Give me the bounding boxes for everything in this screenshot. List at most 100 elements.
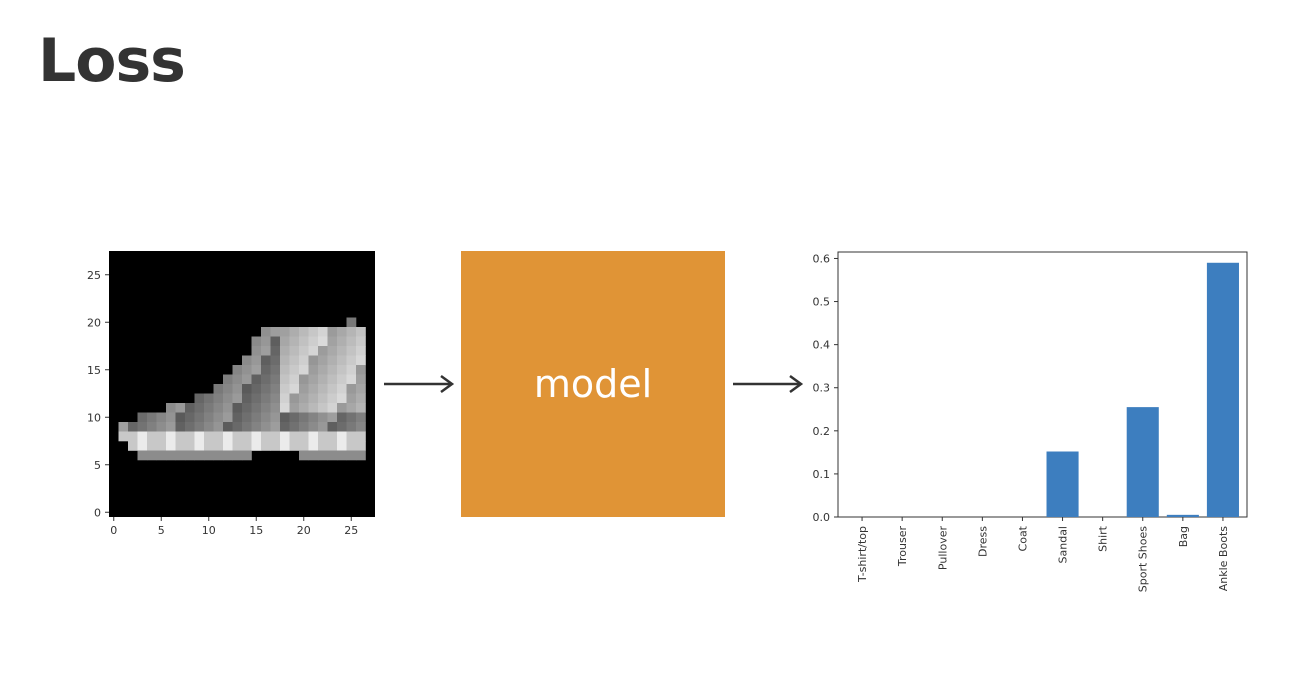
image-pixel xyxy=(356,384,366,394)
image-pixel xyxy=(327,384,338,394)
arrow-to-model xyxy=(384,374,455,394)
image-pixel xyxy=(327,346,338,356)
image-pixel xyxy=(299,384,309,394)
image-pixel xyxy=(137,450,148,461)
image-pixel xyxy=(213,384,224,394)
image-pixel xyxy=(204,431,214,442)
image-pixel xyxy=(270,384,281,394)
image-pixel xyxy=(356,365,366,375)
chart-y-tick-label: 0.3 xyxy=(813,382,831,395)
image-pixel xyxy=(318,422,328,432)
image-y-tick-label: 20 xyxy=(87,316,101,329)
image-pixel xyxy=(337,412,347,423)
image-y-tick-label: 10 xyxy=(87,411,101,424)
image-pixel xyxy=(137,441,148,451)
image-pixel xyxy=(337,327,347,337)
arrow-to-output xyxy=(733,374,804,394)
image-pixel xyxy=(147,422,157,432)
image-pixel xyxy=(308,393,319,404)
image-pixel xyxy=(175,422,186,432)
chart-x-tick-label: Ankle Boots xyxy=(1217,526,1230,592)
image-pixel xyxy=(299,374,309,385)
image-pixel xyxy=(175,403,186,413)
image-pixel xyxy=(213,431,224,442)
image-pixel xyxy=(337,346,347,356)
image-pixel xyxy=(223,403,233,413)
model-block: model xyxy=(461,251,725,517)
image-pixel xyxy=(270,403,281,413)
image-pixel xyxy=(289,441,300,451)
image-pixel xyxy=(346,317,357,328)
image-pixel xyxy=(251,336,262,347)
image-pixel xyxy=(318,393,328,404)
image-pixel xyxy=(232,365,243,375)
image-pixel xyxy=(289,431,300,442)
image-pixel xyxy=(289,384,300,394)
image-pixel xyxy=(213,450,224,461)
image-pixel xyxy=(166,450,176,461)
image-pixel xyxy=(299,355,309,366)
image-pixel xyxy=(251,431,262,442)
chart-y-tick-label: 0.2 xyxy=(813,425,831,438)
image-x-tick-label: 25 xyxy=(344,524,358,537)
image-pixel xyxy=(242,365,252,375)
image-pixel xyxy=(270,355,281,366)
image-pixel xyxy=(128,441,138,451)
image-pixel xyxy=(156,422,167,432)
image-pixel xyxy=(223,393,233,404)
image-pixel xyxy=(327,374,338,385)
image-pixel xyxy=(337,374,347,385)
image-pixel xyxy=(289,336,300,347)
image-pixel xyxy=(270,441,281,451)
image-pixel xyxy=(166,403,176,413)
image-pixel xyxy=(337,384,347,394)
image-pixel xyxy=(185,412,195,423)
image-pixel xyxy=(356,422,366,432)
model-label: model xyxy=(534,362,652,406)
image-pixel xyxy=(204,412,214,423)
image-pixel xyxy=(327,336,338,347)
image-pixel xyxy=(166,441,176,451)
image-x-tick-label: 15 xyxy=(249,524,263,537)
image-pixel xyxy=(270,431,281,442)
image-pixel xyxy=(318,374,328,385)
image-pixel xyxy=(346,431,357,442)
image-pixel xyxy=(270,365,281,375)
image-pixel xyxy=(156,412,167,423)
image-pixel xyxy=(327,431,338,442)
image-x-tick-label: 5 xyxy=(158,524,165,537)
image-pixel xyxy=(346,450,357,461)
input-image-plot: 0 5 10 15 20 25 0 5 10 15 20 25 xyxy=(87,251,375,537)
image-pixel xyxy=(289,365,300,375)
image-pixel xyxy=(299,327,309,337)
image-pixel xyxy=(318,355,328,366)
image-pixel xyxy=(204,450,214,461)
image-pixel xyxy=(327,393,338,404)
image-pixel xyxy=(356,412,366,423)
image-pixel xyxy=(232,412,243,423)
image-pixel xyxy=(251,403,262,413)
image-pixel xyxy=(194,422,205,432)
chart-y-tick-label: 0.0 xyxy=(813,511,831,524)
image-pixel xyxy=(280,374,290,385)
chart-x-tick-label: Coat xyxy=(1016,525,1029,551)
image-pixel xyxy=(337,355,347,366)
image-pixel xyxy=(289,403,300,413)
model-box xyxy=(461,251,725,517)
image-pixel xyxy=(308,431,319,442)
chart-x-tick-label: Dress xyxy=(976,526,989,557)
image-pixel xyxy=(175,441,186,451)
image-pixel xyxy=(242,403,252,413)
image-pixel xyxy=(194,412,205,423)
image-pixel xyxy=(251,441,262,451)
image-pixel xyxy=(280,412,290,423)
image-pixel xyxy=(280,336,290,347)
image-pixel xyxy=(308,403,319,413)
chart-y-tick-label: 0.1 xyxy=(813,468,831,481)
image-pixel xyxy=(289,393,300,404)
image-pixel xyxy=(299,450,309,461)
chart-x-tick-label: Bag xyxy=(1177,526,1190,547)
image-pixel xyxy=(223,450,233,461)
image-pixel xyxy=(242,431,252,442)
image-pixel xyxy=(318,431,328,442)
